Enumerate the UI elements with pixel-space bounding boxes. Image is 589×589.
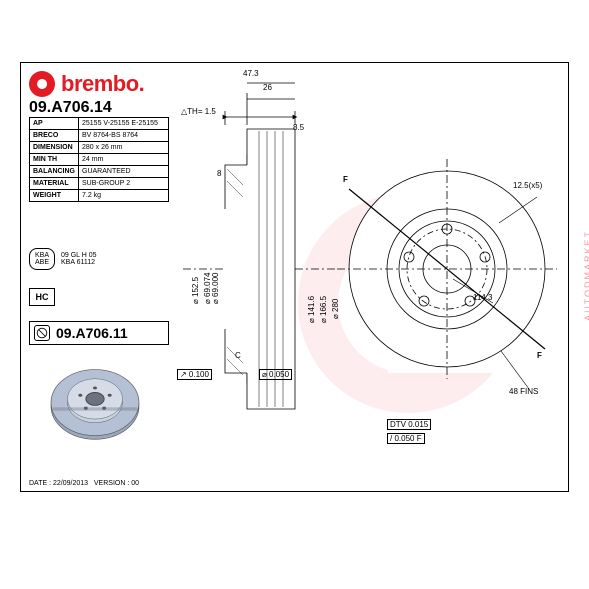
kba-badge: KBA ABE	[29, 248, 55, 270]
brembo-logo: brembo.	[29, 71, 159, 97]
footer-date-label: DATE :	[29, 480, 51, 487]
brembo-dot-icon	[29, 71, 55, 97]
spec-val: 24 mm	[79, 154, 169, 166]
secondary-part-row: 09.A706.11	[29, 321, 169, 345]
footer-version-label: VERSION :	[94, 480, 129, 487]
dim-d1: ⌀ 152.5	[191, 277, 200, 304]
spec-val: GUARANTEED	[79, 166, 169, 178]
spec-key: MIN TH	[30, 154, 79, 166]
footer-date: 22/09/2013	[53, 480, 88, 487]
hc-badge: HC	[29, 288, 55, 306]
dim-top-offset: 47.3	[243, 69, 259, 78]
dim-fins: 48 FINS	[509, 387, 538, 396]
table-row: BALANCINGGUARANTEED	[30, 166, 169, 178]
dim-runout: ↗ 0.100	[177, 369, 212, 380]
spec-key: BRECO	[30, 130, 79, 142]
spec-val: BV 8764-BS 8764	[79, 130, 169, 142]
site-watermark: AUTODMARKET	[583, 230, 589, 321]
dim-face-h: ⌀ 141.6	[307, 296, 316, 323]
dim-outer-d: ⌀ 280	[331, 299, 340, 319]
section-mark-bottom: F	[537, 351, 542, 360]
dim-flat: ⌀ 0.050	[259, 369, 292, 380]
footer: DATE : 22/09/2013 VERSION : 00	[29, 480, 139, 487]
dim-bolt: 12.5(x5)	[513, 181, 542, 190]
dim-flat2: / 0.050 F	[387, 433, 425, 444]
drawing-frame: brembo. 09.A706.14 AP25155 V-25155 E-251…	[20, 62, 569, 492]
kba-number: KBA 61112	[61, 259, 97, 266]
disc-thumbnail	[35, 358, 155, 448]
footer-version: 00	[131, 480, 139, 487]
dim-th-tol: △TH= 1.5	[181, 107, 216, 116]
header-block: brembo. 09.A706.14	[29, 71, 159, 117]
spec-key: AP	[30, 118, 79, 130]
spec-val: 25155 V-25155 E-25155	[79, 118, 169, 130]
table-row: DIMENSION280 x 26 mm	[30, 142, 169, 154]
spec-val: 280 x 26 mm	[79, 142, 169, 154]
table-row: MATERIALSUB-GROUP 2	[30, 178, 169, 190]
brand-name: brembo.	[61, 71, 144, 97]
kba-text: 09 GL H 05 KBA 61112	[61, 252, 97, 266]
dim-width: 26	[263, 83, 272, 92]
page: brembo. 09.A706.14 AP25155 V-25155 E-251…	[0, 0, 589, 589]
dim-c: C	[235, 351, 241, 360]
spec-table-body: AP25155 V-25155 E-25155 BRECOBV 8764-BS …	[30, 118, 169, 202]
part-number-primary: 09.A706.14	[29, 99, 159, 117]
spec-key: BALANCING	[30, 166, 79, 178]
dim-pcd: 114.3	[473, 293, 492, 302]
part-number-secondary: 09.A706.11	[56, 325, 128, 341]
technical-drawing: 47.3 26 △TH= 1.5 8.5 8 ⌀ 152.5 ⌀ 69.074 …	[177, 69, 561, 457]
table-row: AP25155 V-25155 E-25155	[30, 118, 169, 130]
spec-key: MATERIAL	[30, 178, 79, 190]
spec-key: DIMENSION	[30, 142, 79, 154]
kba-cert: 09 GL H 05	[61, 252, 97, 259]
coating-icon	[34, 325, 50, 341]
dim-flange: 8.5	[293, 123, 304, 132]
spec-table: AP25155 V-25155 E-25155 BRECOBV 8764-BS …	[29, 117, 169, 202]
spec-key: WEIGHT	[30, 190, 79, 202]
section-mark-top: F	[343, 175, 348, 184]
spec-val: 7.2 kg	[79, 190, 169, 202]
table-row: BRECOBV 8764-BS 8764	[30, 130, 169, 142]
dim-bore-set: 8	[217, 169, 221, 178]
table-row: MIN TH24 mm	[30, 154, 169, 166]
table-row: WEIGHT7.2 kg	[30, 190, 169, 202]
dim-hat-h: ⌀ 166.5	[319, 296, 328, 323]
kba-block: KBA ABE 09 GL H 05 KBA 61112	[29, 248, 97, 270]
drawing-svg	[177, 69, 561, 457]
dim-dtv: DTV 0.015	[387, 419, 431, 430]
dim-d2b: ⌀ 69.000	[211, 272, 220, 304]
disc-thumbnail-svg	[40, 361, 150, 446]
spec-val: SUB-GROUP 2	[79, 178, 169, 190]
